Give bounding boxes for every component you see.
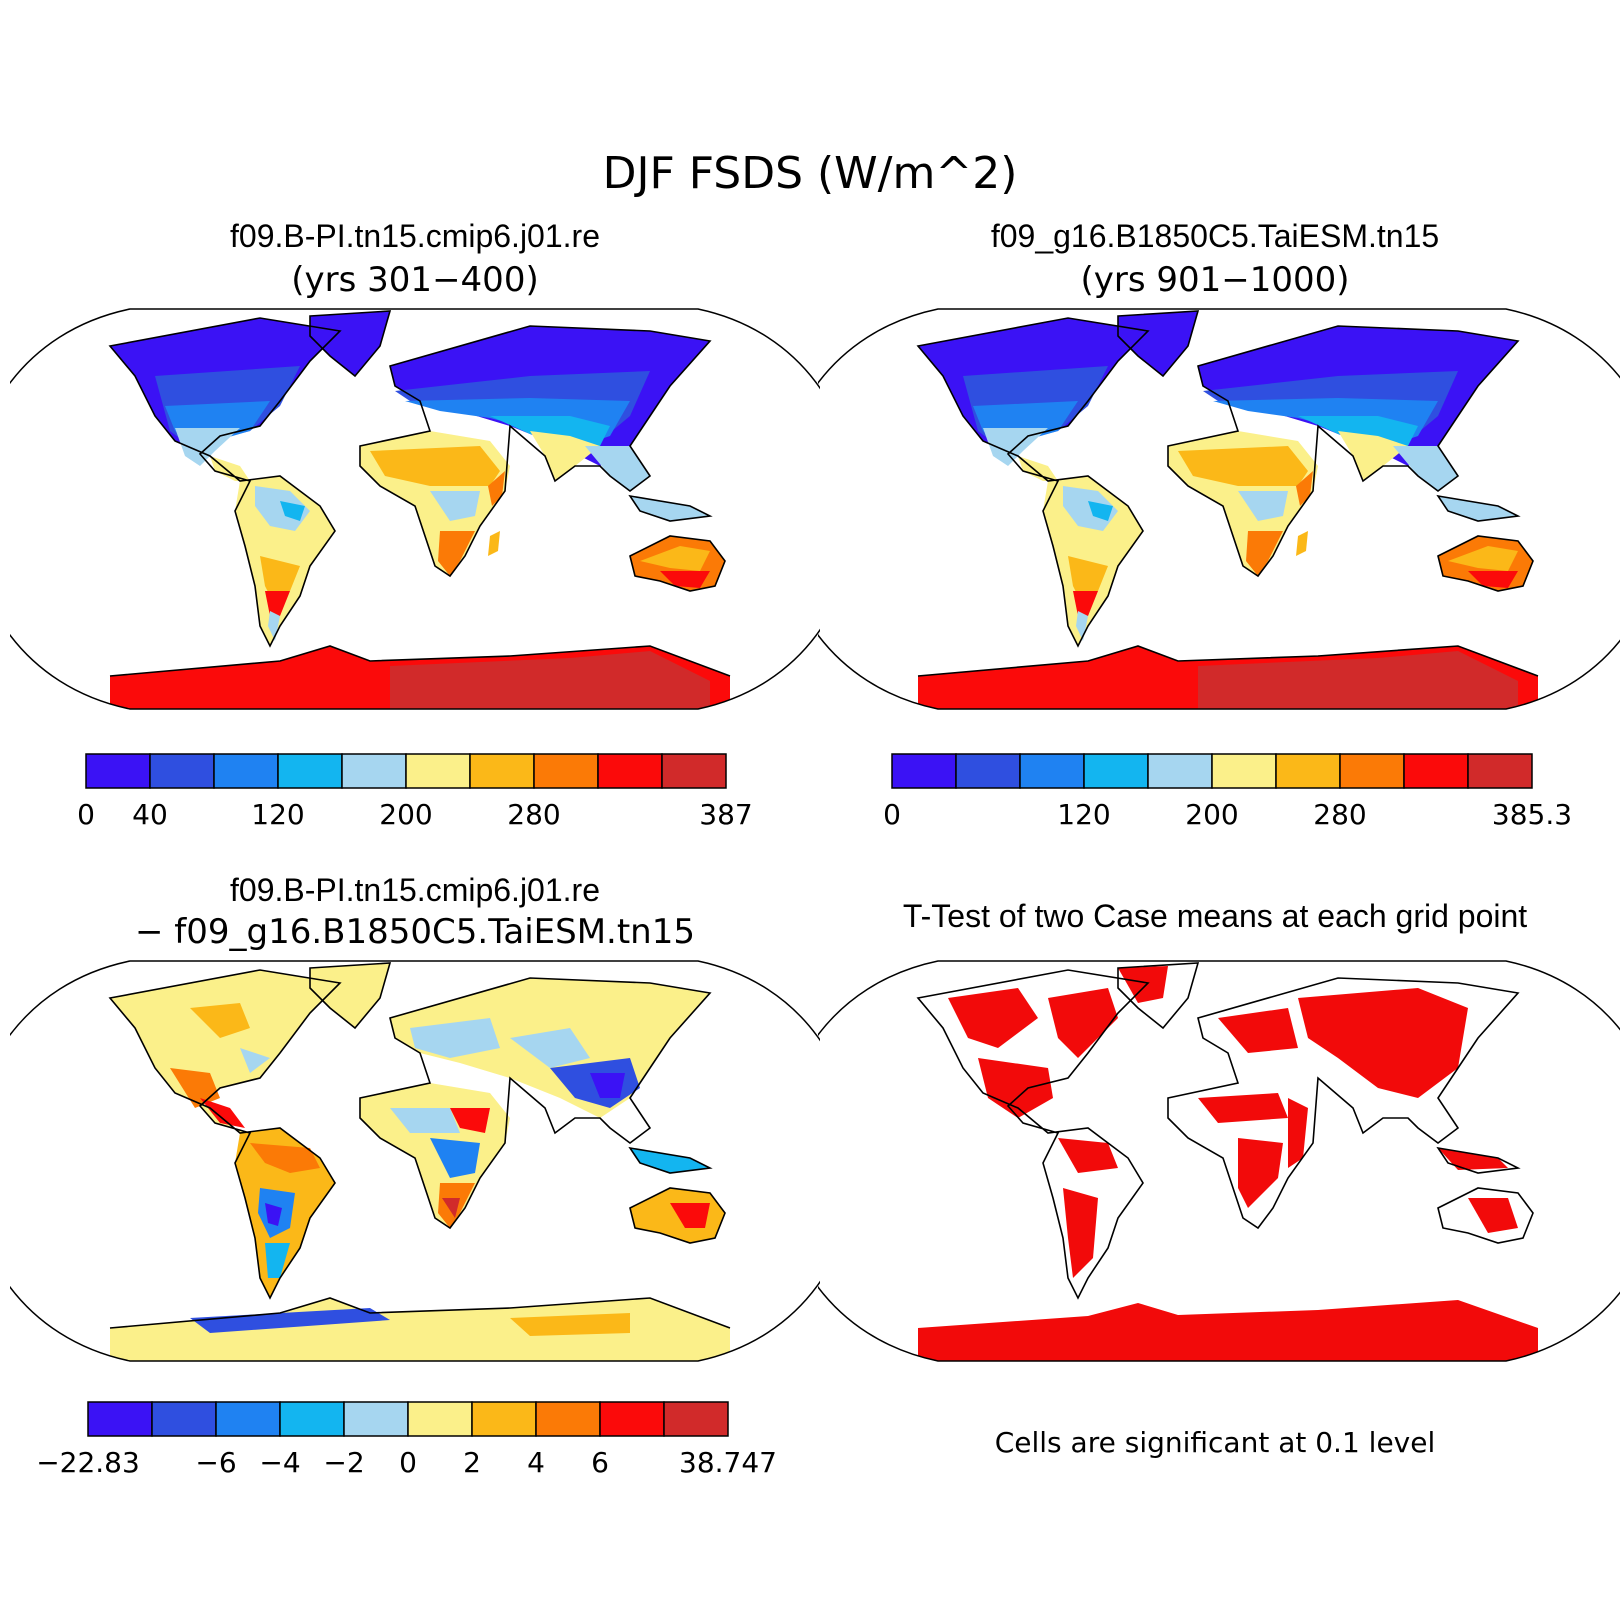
- colorbar-tl-swatch: [405, 753, 471, 789]
- colorbar-bl-tick-label: −4: [259, 1446, 300, 1479]
- colorbar-bl-swatch: [151, 1401, 217, 1437]
- colorbar-tl-tick-label: 120: [251, 798, 304, 831]
- colorbar-tr-swatch: [1467, 753, 1533, 789]
- panel-tr-subtitle: (yrs 901−1000): [1080, 260, 1350, 300]
- colorbar-bl-tick-label: 6: [591, 1446, 609, 1479]
- panel-br-title: T-Test of two Case means at each grid po…: [902, 898, 1528, 934]
- colorbar-bl-tick-label: 2: [463, 1446, 481, 1479]
- colorbar-bl-swatch: [407, 1401, 473, 1437]
- colorbar-tl-swatch: [533, 753, 599, 789]
- map-panel-bottom-left: [10, 960, 820, 1362]
- colorbar-tl-tick-label: 200: [379, 798, 432, 831]
- colorbar-tr-swatch: [1275, 753, 1341, 789]
- colorbar-tl-swatch: [149, 753, 215, 789]
- colorbar-tr-swatch: [891, 753, 957, 789]
- colorbar-bl-tick-label: 4: [527, 1446, 545, 1479]
- colorbar-tr-swatch: [955, 753, 1021, 789]
- panel-tl-title: f09.B-PI.tn15.cmip6.j01.re: [230, 218, 600, 254]
- panel-bl-subtitle: − f09_g16.B1850C5.TaiESM.tn15: [135, 912, 695, 952]
- colorbar-tl-tick-label: 40: [132, 798, 168, 831]
- colorbar-tl-swatch: [213, 753, 279, 789]
- colorbar-tr-swatch: [1147, 753, 1213, 789]
- map-panel-top-right: [818, 308, 1620, 710]
- colorbar-bl-tick-label: 38.747: [679, 1446, 777, 1479]
- colorbar-tr-tick-label: 120: [1057, 798, 1110, 831]
- map-panel-bottom-right: [818, 960, 1620, 1362]
- panel-tr-title: f09_g16.B1850C5.TaiESM.tn15: [990, 218, 1440, 254]
- colorbar-tl-swatch: [341, 753, 407, 789]
- figure-title: DJF FSDS (W/m^2): [602, 148, 1018, 199]
- colorbar-tl-swatch: [469, 753, 535, 789]
- colorbar-tr-tick-label: 280: [1313, 798, 1366, 831]
- colorbar-tr-swatch: [1083, 753, 1149, 789]
- colorbar-bl-swatch: [535, 1401, 601, 1437]
- colorbar-bl-tick-label: −2: [323, 1446, 364, 1479]
- map-panel-top-left: [10, 308, 820, 710]
- colorbar-tl-swatch: [597, 753, 663, 789]
- colorbar-bl-tick-label: −6: [195, 1446, 236, 1479]
- colorbar-bl-swatch: [663, 1401, 729, 1437]
- colorbar-tr-tick-label: 200: [1185, 798, 1238, 831]
- colorbar-bl-swatch: [215, 1401, 281, 1437]
- colorbar-tr-swatch: [1403, 753, 1469, 789]
- colorbar-bl-swatch: [343, 1401, 409, 1437]
- colorbar-tl-swatch: [277, 753, 343, 789]
- colorbar-bl-swatch: [599, 1401, 665, 1437]
- colorbar-bottom-left: −22.83 −6 −4 −2 0 2 4 6 38.747: [36, 1401, 777, 1479]
- colorbar-tl-tick-label: 280: [507, 798, 560, 831]
- colorbar-tl-tick-label: 0: [77, 798, 95, 831]
- colorbar-bl-tick-label: −22.83: [36, 1446, 140, 1479]
- colorbar-tl-swatch: [661, 753, 727, 789]
- colorbar-tr-swatch: [1211, 753, 1277, 789]
- colorbar-bl-swatch: [279, 1401, 345, 1437]
- colorbar-bl-swatch: [87, 1401, 153, 1437]
- significance-note: Cells are significant at 0.1 level: [994, 1426, 1436, 1459]
- colorbar-top-left: 0 40 120 200 280 387: [77, 753, 753, 831]
- colorbar-tr-tick-label: 0: [883, 798, 901, 831]
- colorbar-top-right: 0 120 200 280 385.3: [883, 753, 1572, 831]
- panel-tl-subtitle: (yrs 301−400): [291, 260, 539, 300]
- panel-bl-title: f09.B-PI.tn15.cmip6.j01.re: [230, 872, 600, 908]
- colorbar-tl-tick-label: 387: [699, 798, 752, 831]
- colorbar-tr-tick-label: 385.3: [1492, 798, 1572, 831]
- colorbar-bl-swatch: [471, 1401, 537, 1437]
- colorbar-tr-swatch: [1019, 753, 1085, 789]
- colorbar-tl-swatch: [85, 753, 151, 789]
- colorbar-tr-swatch: [1339, 753, 1405, 789]
- colorbar-bl-tick-label: 0: [399, 1446, 417, 1479]
